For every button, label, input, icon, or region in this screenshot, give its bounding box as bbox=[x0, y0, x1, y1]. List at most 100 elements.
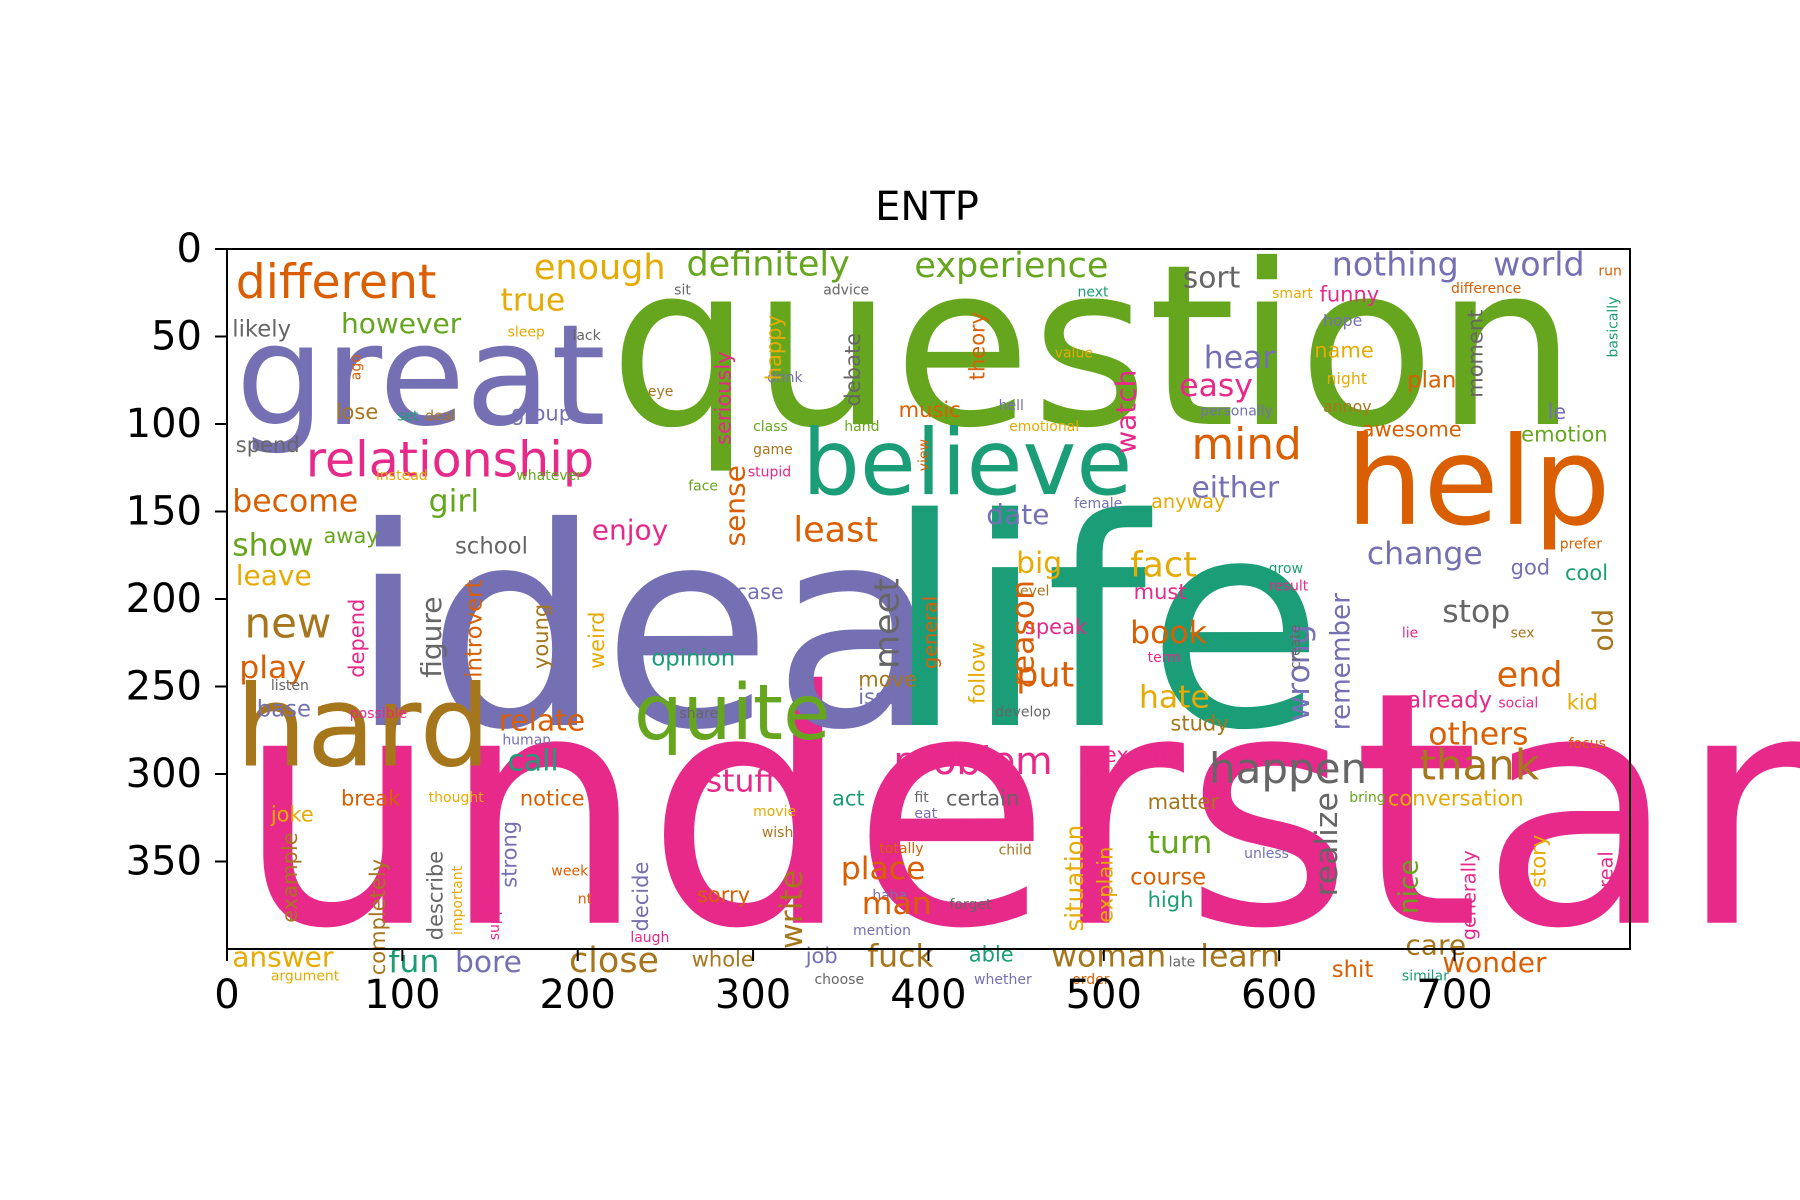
word-life: life bbox=[885, 458, 1325, 794]
word-fuck: fuck bbox=[867, 939, 934, 975]
word-issue: issue bbox=[858, 685, 912, 709]
word-reason: reason bbox=[1006, 580, 1042, 687]
y-tick-label: 250 bbox=[126, 664, 202, 710]
word-great: great bbox=[236, 295, 606, 458]
word-emotion: emotion bbox=[1521, 423, 1607, 447]
word-least: least bbox=[793, 510, 878, 550]
word-develop: develop bbox=[995, 704, 1051, 720]
word-face: face bbox=[688, 479, 718, 495]
word-likely: likely bbox=[232, 317, 291, 343]
word-notice: notice bbox=[520, 787, 585, 811]
word-stop: stop bbox=[1442, 594, 1510, 630]
word-meet: meet bbox=[868, 578, 908, 669]
word-mind: mind bbox=[1191, 419, 1301, 470]
word-whether: whether bbox=[974, 972, 1032, 988]
word-term: term bbox=[1148, 650, 1181, 666]
word-watch: watch bbox=[1109, 370, 1142, 454]
word-answer: answer bbox=[232, 941, 334, 974]
word-advice: advice bbox=[823, 283, 869, 299]
word-eat: eat bbox=[914, 806, 937, 822]
word-generally: generally bbox=[1458, 850, 1481, 940]
word-easy: easy bbox=[1179, 368, 1253, 404]
word-break: break bbox=[341, 787, 401, 811]
word-case: case bbox=[736, 580, 784, 604]
word-laugh: laugh bbox=[630, 930, 669, 946]
y-tick-label: 150 bbox=[126, 489, 202, 535]
word-difference: difference bbox=[1451, 281, 1521, 297]
word-matter: matter bbox=[1148, 790, 1220, 814]
word-theory: theory bbox=[966, 312, 990, 380]
word-thought: thought bbox=[429, 790, 485, 806]
word-play: play bbox=[239, 650, 306, 686]
word-conversation: conversation bbox=[1388, 787, 1524, 811]
word-god: god bbox=[1511, 556, 1551, 580]
word-story: story bbox=[1527, 835, 1551, 888]
word-eye: eye bbox=[648, 384, 674, 400]
word-relationship: relationship bbox=[306, 432, 594, 489]
word-debate: debate bbox=[841, 333, 865, 407]
word-explain: explain bbox=[1094, 847, 1118, 923]
plot-background bbox=[227, 249, 1630, 949]
word-school: school bbox=[455, 534, 528, 560]
word-argument: argument bbox=[271, 969, 340, 985]
word-real: real bbox=[1594, 851, 1617, 887]
word-question: question bbox=[609, 216, 1577, 477]
word-speak: speak bbox=[1025, 615, 1088, 639]
word-bring: bring bbox=[1349, 790, 1385, 806]
x-tick-label: 500 bbox=[1066, 972, 1142, 1018]
word-forget: forget bbox=[949, 897, 992, 913]
word-nothing: nothing bbox=[1332, 244, 1459, 283]
word-study: study bbox=[1170, 711, 1228, 735]
y-axis: 0 50 100 150 200 250 300 350 bbox=[126, 226, 227, 885]
word-mention: mention bbox=[853, 923, 911, 939]
word-relate: relate bbox=[499, 703, 585, 738]
word-turn: turn bbox=[1148, 825, 1213, 861]
word-place: place bbox=[841, 851, 926, 887]
word-instead: instead bbox=[376, 468, 428, 484]
word-write: write bbox=[774, 870, 810, 949]
word-possible: possible bbox=[350, 706, 407, 722]
word-haha: haha bbox=[872, 888, 907, 904]
word-others: others bbox=[1428, 716, 1528, 752]
word-important: important bbox=[450, 865, 466, 935]
word-set: set bbox=[397, 409, 419, 425]
word-call: call bbox=[508, 744, 559, 779]
word-enjoy: enjoy bbox=[592, 514, 668, 547]
word-choose: choose bbox=[814, 972, 864, 988]
word-weird: weird bbox=[585, 611, 609, 669]
word-sense: sense bbox=[718, 465, 751, 546]
y-tick-label: 0 bbox=[177, 226, 202, 272]
word-learn: learn bbox=[1200, 939, 1280, 975]
word-ago: ago bbox=[348, 354, 364, 380]
word-opinion: opinion bbox=[651, 646, 735, 672]
word-leave: leave bbox=[236, 559, 312, 592]
word-sit: sit bbox=[674, 283, 691, 299]
word-run: run bbox=[1598, 263, 1622, 279]
word-thank: thank bbox=[1419, 740, 1539, 789]
word-woman: woman bbox=[1051, 939, 1166, 975]
word-hard: hard bbox=[236, 662, 491, 792]
word-moment: moment bbox=[1464, 310, 1488, 398]
word-listen: listen bbox=[271, 678, 309, 694]
word-depend: depend bbox=[345, 599, 369, 678]
word-late: late bbox=[1169, 955, 1196, 971]
word-kid: kid bbox=[1567, 690, 1598, 714]
word-course: course bbox=[1130, 864, 1206, 890]
word-le: le bbox=[1547, 400, 1566, 424]
word-suppose: suppose bbox=[487, 882, 503, 940]
word-already: already bbox=[1407, 688, 1492, 714]
word-class: class bbox=[753, 419, 788, 435]
word-group: group bbox=[511, 402, 572, 426]
word-cool: cool bbox=[1565, 561, 1608, 585]
word-night: night bbox=[1327, 369, 1368, 388]
word-put: put bbox=[1016, 656, 1074, 696]
word-result: result bbox=[1269, 578, 1309, 594]
word-cloud: understandidealifequestiongreat help belie… bbox=[232, 216, 1800, 1000]
word-hell: hell bbox=[999, 398, 1024, 414]
y-tick-label: 350 bbox=[126, 839, 202, 885]
word-whatever: whatever bbox=[516, 468, 582, 484]
word-big: big bbox=[1016, 546, 1062, 581]
x-tick-label: 600 bbox=[1241, 972, 1317, 1018]
word-totally: totally bbox=[879, 841, 923, 857]
